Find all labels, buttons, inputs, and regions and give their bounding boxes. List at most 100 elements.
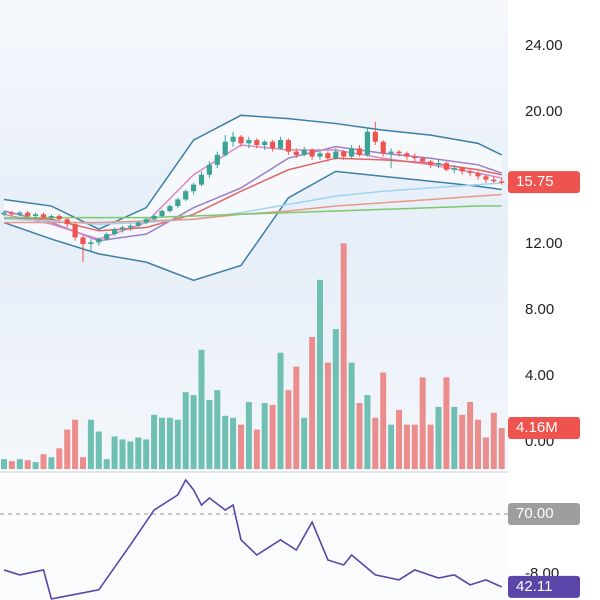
volume-bar [269,404,276,469]
last-volume-badge: 4.16M [516,419,558,436]
y-tick-label: 4.00 [525,367,554,384]
candle-body [443,163,449,170]
candle-body [48,215,54,218]
candle-body [135,222,141,226]
volume-bar [24,460,31,469]
last-price-badge: 15.75 [516,173,554,190]
candle-body [198,174,205,185]
volume-bar [56,448,63,469]
overlay-line [3,114,503,230]
volume-bar [498,428,505,469]
candle-body [72,224,78,238]
rsi-line [3,478,503,600]
last-volume-badge-bg [508,417,580,440]
candle-body [467,171,473,174]
candle-body [404,153,410,157]
candle-body [143,219,149,223]
candle-body [175,199,181,207]
volume-bar [364,395,371,469]
volume-bar [159,417,165,469]
volume-bar [253,429,260,469]
volume-bar [206,400,213,469]
volume-bar [1,459,7,469]
volume-bar [324,362,331,469]
candle-body [127,225,133,228]
volume-bar [427,424,434,469]
volume-bar [482,437,489,469]
candle-body [372,131,378,142]
volume-bar [403,424,410,469]
candle-body [151,215,157,220]
candle-body [167,206,173,211]
candle-body [388,151,394,154]
volume-bar [8,461,15,469]
candle-body [499,181,505,183]
volume-bar [166,417,173,469]
candle-body [159,210,165,216]
marks [0,114,508,600]
candle-body [262,141,268,146]
candle-body [33,214,39,216]
volume-bar [87,419,94,469]
volume-bar [340,243,347,469]
candle-body [183,191,189,200]
overlay-line [4,193,502,224]
volume-bar [72,419,79,469]
candle-body [80,237,86,244]
volume-bar [40,454,47,469]
y-tick-label: 8.00 [525,301,554,318]
overlay-line [3,145,502,242]
candle-body [317,153,323,157]
rsi-level-badge: 70.00 [516,505,554,522]
price-axis: 24.0020.0012.008.004.000.00-8.0015.754.1… [508,0,600,600]
volume-bar [182,392,189,469]
candle-body [9,212,15,215]
candle-body [333,151,339,159]
candle-body [285,140,291,152]
candle-body [435,163,442,165]
rsi-pane [0,475,508,600]
volume-bar [475,419,481,469]
volume-bar [285,390,292,469]
volume-bar [317,279,323,469]
candle-body [112,229,118,235]
candle-body [214,154,220,165]
volume-bar [380,372,387,469]
volume-bar [388,424,395,469]
candle-body [270,141,276,149]
candle-body [459,168,465,172]
volume-bar [174,419,181,469]
volume-bar [198,349,205,469]
volume-bar [214,390,221,469]
candle-body [491,179,497,182]
volume-bar [143,439,150,469]
volume-bar [111,436,118,469]
candle-body [325,153,331,159]
volume-bar [277,352,284,469]
candle-body [222,141,228,155]
volume-bar [396,409,402,469]
candle-body [349,148,355,157]
volume-bar [135,437,142,469]
candle-body [483,176,489,180]
candle-body [246,140,252,144]
volume-bar [190,395,197,469]
volume-bar [356,402,363,469]
volume-bar [411,424,418,469]
candle-body [420,158,426,162]
candle-body [356,148,363,155]
candle-body [475,173,481,177]
candle-body [56,215,62,220]
volume-bar [127,441,134,469]
volume-bar [459,414,466,469]
volume-bar [261,402,268,469]
volume-bar [348,362,355,469]
candle-body [309,149,315,157]
candle-body [96,239,102,243]
candle-body [396,151,402,154]
candle-body [277,140,284,149]
overlay-line [3,182,502,225]
rsi-level-badge-bg [508,502,580,525]
volume-bar [238,424,244,469]
volume-bar [372,417,379,469]
